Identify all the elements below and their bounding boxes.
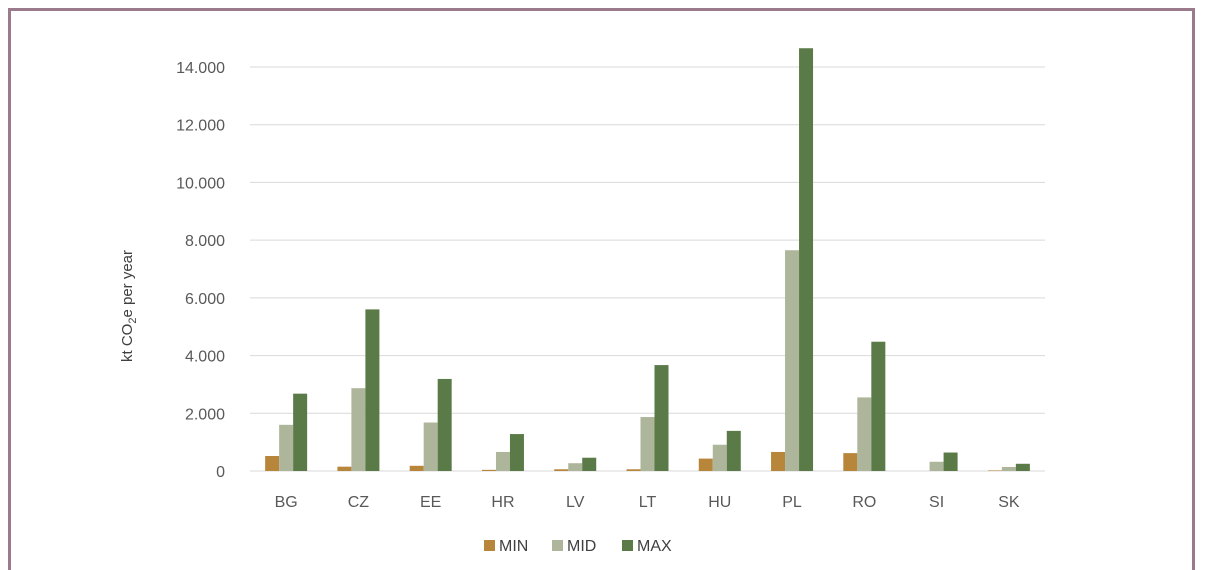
y-tick-label: 4.000 — [185, 349, 225, 366]
y-axis-title: kt CO2e per year — [119, 250, 139, 362]
bar-min-sk — [987, 470, 1002, 471]
x-tick-label: PL — [782, 494, 802, 511]
y-axis-title-subscript: 2 — [127, 318, 139, 324]
bar-max-hr — [509, 434, 524, 471]
legend-swatch-mid — [552, 540, 563, 551]
bar-max-lt — [654, 365, 669, 471]
bar-max-si — [943, 452, 958, 471]
bar-max-ee — [437, 378, 452, 471]
y-tick-label: 2.000 — [185, 406, 225, 423]
y-tick-label: 8.000 — [185, 233, 225, 250]
bar-mid-si — [929, 461, 944, 471]
x-tick-label: SK — [998, 494, 1020, 511]
y-tick-label: 6.000 — [185, 291, 225, 308]
bar-mid-hr — [495, 451, 510, 471]
legend: MIN MID MAX — [484, 538, 672, 555]
y-tick-label: 12.000 — [176, 118, 225, 135]
bar-max-cz — [365, 309, 380, 471]
bar-min-lv — [554, 469, 569, 471]
legend-swatch-min — [484, 540, 495, 551]
y-axis-tick-labels: 0 2.000 4.000 6.000 8.000 10.000 12.000 14.000 — [176, 60, 225, 481]
bar-max-bg — [293, 393, 308, 471]
chart-frame — [8, 8, 1195, 570]
bar-mid-ro — [857, 397, 872, 471]
y-tick-label: 0 — [216, 464, 225, 481]
bar-max-hu — [726, 430, 741, 471]
bar-min-ro — [843, 453, 858, 471]
y-axis-title-tail: e per year — [119, 250, 136, 318]
x-tick-label: LT — [639, 494, 657, 511]
x-tick-label: LV — [566, 494, 585, 511]
bar-max-ro — [871, 341, 886, 471]
y-tick-label: 14.000 — [176, 60, 225, 77]
bar-min-cz — [337, 466, 352, 471]
bar-min-hu — [698, 458, 713, 471]
bar-min-ee — [409, 465, 424, 471]
legend-label-mid: MID — [567, 538, 596, 555]
bar-max-lv — [582, 457, 597, 471]
bar-mid-bg — [279, 424, 294, 471]
bar-max-sk — [1015, 463, 1030, 471]
bars — [265, 48, 1030, 471]
x-tick-label: BG — [275, 494, 298, 511]
bar-min-pl — [771, 451, 786, 471]
x-tick-label: SI — [929, 494, 944, 511]
y-tick-label: 10.000 — [176, 175, 225, 192]
x-tick-label: EE — [420, 494, 441, 511]
bar-min-bg — [265, 455, 280, 471]
x-tick-label: HU — [708, 494, 731, 511]
y-axis-title-main: kt CO — [119, 324, 136, 362]
x-tick-label: CZ — [348, 494, 370, 511]
bar-mid-ee — [423, 422, 438, 471]
x-tick-label: HR — [491, 494, 514, 511]
bar-mid-cz — [351, 388, 366, 471]
x-tick-label: RO — [852, 494, 876, 511]
legend-label-min: MIN — [499, 538, 528, 555]
bar-mid-pl — [785, 250, 800, 471]
x-axis-tick-labels: BG CZ EE HR LV LT HU PL RO SI SK — [275, 494, 1020, 511]
bar-min-lt — [626, 469, 641, 471]
legend-label-max: MAX — [637, 538, 672, 555]
bar-min-hr — [481, 469, 496, 471]
bar-max-pl — [799, 48, 814, 471]
bar-mid-sk — [1001, 466, 1016, 471]
bar-mid-lt — [640, 417, 655, 471]
legend-swatch-max — [622, 540, 633, 551]
bar-mid-hu — [712, 444, 727, 471]
bar-mid-lv — [568, 463, 583, 471]
